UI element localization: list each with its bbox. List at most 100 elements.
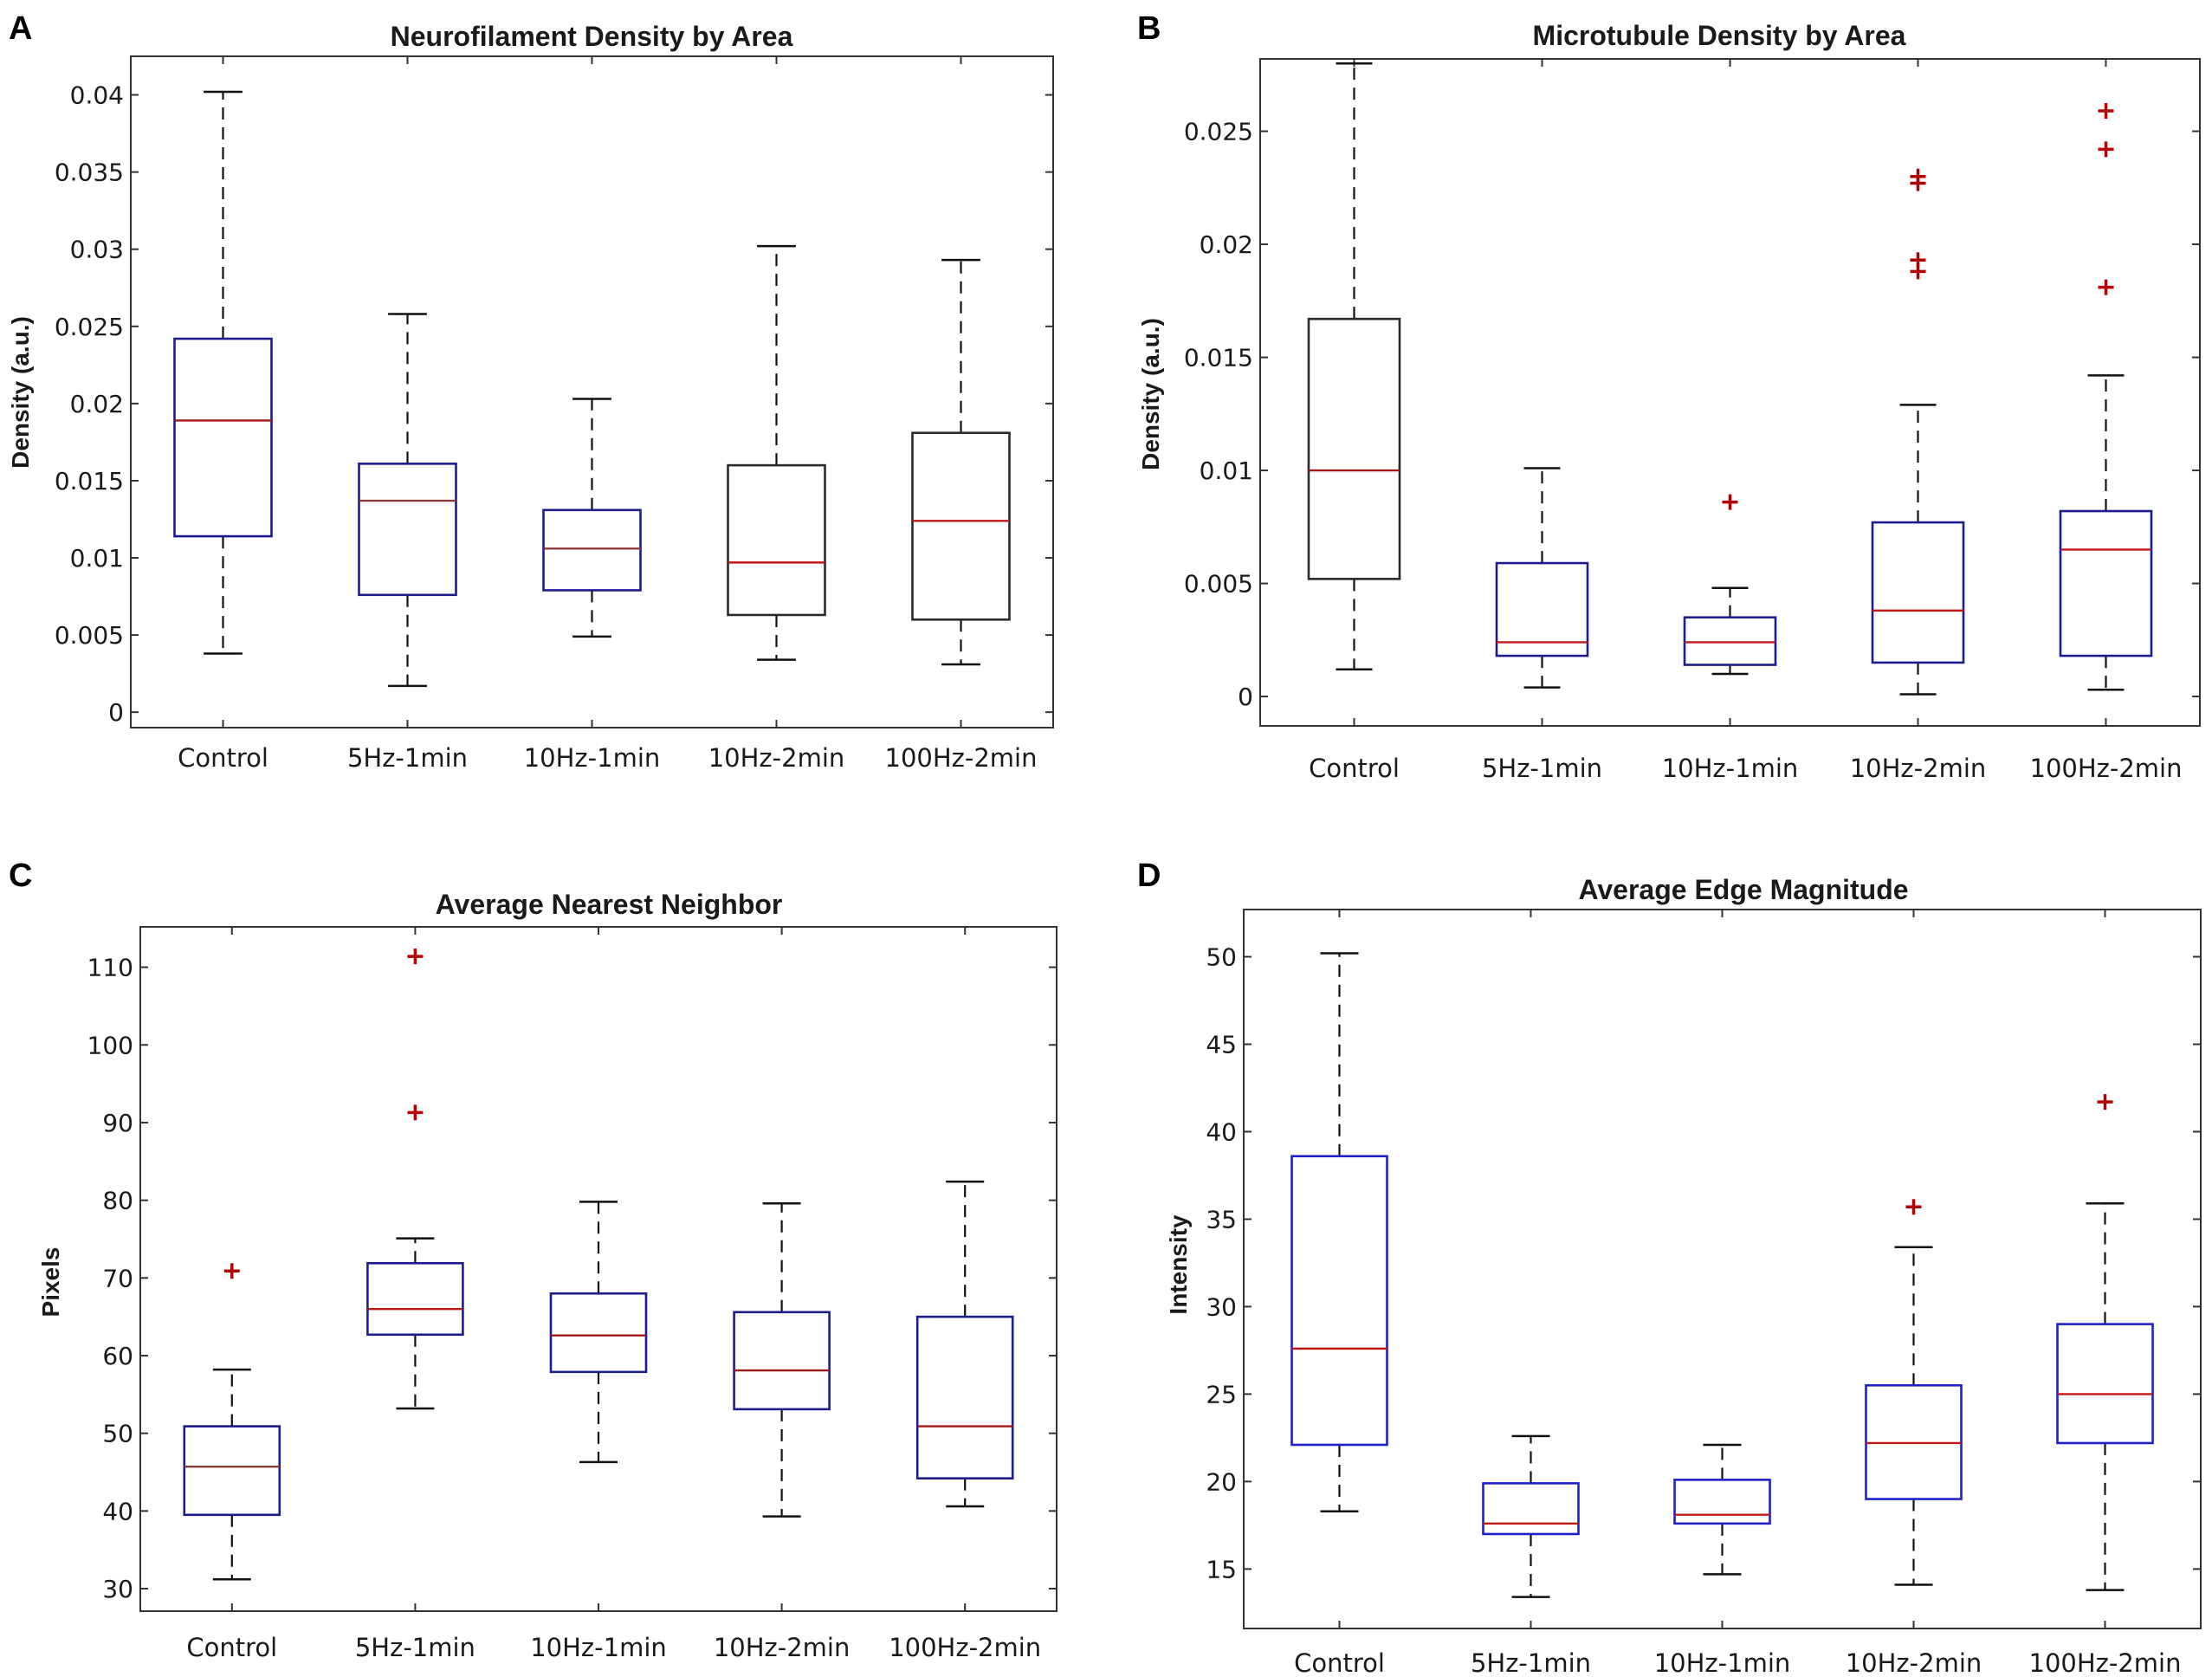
y-tick-label: 0.005 [1184, 570, 1253, 599]
box-10hz-2min [1865, 1199, 1963, 1586]
y-tick-label: 70 [102, 1264, 133, 1292]
y-axis-label: Pixels [37, 1247, 64, 1318]
iqr-box [1683, 616, 1777, 666]
y-tick-label: 40 [1206, 1117, 1237, 1146]
y-tick-label: 0.03 [70, 236, 124, 264]
iqr-box [1673, 1479, 1771, 1525]
x-category-label: 10Hz-2min [1850, 754, 1987, 783]
y-axis-label: Density (a.u.) [7, 316, 34, 469]
box-control [1307, 62, 1401, 670]
x-category-label: 10Hz-1min [1654, 1648, 1791, 1677]
outlier-marker [1722, 494, 1738, 510]
outlier-marker [2098, 141, 2114, 158]
x-category-label: Control [186, 1633, 277, 1662]
x-category-label: 100Hz-2min [2029, 1648, 2182, 1677]
panel-c: C Average Nearest Neighbor Pixels 30 40 50 60 7… [9, 858, 1057, 1662]
box-10hz-1min [1683, 494, 1777, 676]
x-category-label: 100Hz-2min [885, 743, 1038, 773]
y-tick-label: 50 [1206, 943, 1237, 972]
y-tick-label: 0.04 [70, 81, 124, 110]
outlier-marker [2097, 1094, 2113, 1110]
y-tick-label: 0.035 [55, 159, 124, 187]
chart-title: Neurofilament Density by Area [391, 21, 793, 52]
iqr-box [1290, 1155, 1388, 1447]
iqr-box [1482, 1482, 1580, 1536]
y-tick-label: 80 [102, 1187, 133, 1215]
iqr-box [911, 431, 1011, 621]
iqr-box [542, 508, 642, 592]
x-category-label: 5Hz-1min [355, 1633, 475, 1662]
box-5hz-1min [1482, 1434, 1580, 1598]
x-category-label: 10Hz-1min [524, 743, 661, 773]
x-category-label: 10Hz-2min [708, 743, 845, 773]
outlier-marker [1905, 1199, 1922, 1215]
iqr-box [183, 1425, 281, 1517]
chart-title: Average Nearest Neighbor [436, 889, 783, 920]
y-tick-label: 60 [102, 1342, 133, 1370]
y-tick-label: 25 [1206, 1380, 1237, 1408]
iqr-box [173, 337, 273, 538]
iqr-box [2059, 509, 2153, 657]
y-tick-label: 35 [1206, 1205, 1237, 1233]
box-100hz-2min [2056, 1094, 2154, 1591]
y-tick-label: 0.025 [55, 313, 124, 341]
panel-letter: A [9, 10, 32, 47]
panel-a: A Neurofilament Density by Area Density (a… [7, 10, 1054, 773]
box-100hz-2min [915, 1180, 1014, 1508]
iqr-box [358, 463, 457, 597]
box-10hz-2min [733, 1201, 831, 1518]
panel-b: B Microtubule Density by Area Density (a.u… [1137, 10, 2201, 783]
panel-letter: D [1137, 858, 1161, 894]
y-tick-label: 0.01 [70, 544, 124, 573]
x-category-label: 100Hz-2min [889, 1633, 1041, 1662]
y-tick-label: 0.025 [1184, 118, 1253, 146]
x-category-label: 10Hz-2min [1846, 1648, 1982, 1677]
box-control [183, 1263, 281, 1581]
outlier-marker [407, 1104, 424, 1121]
x-category-label: 5Hz-1min [347, 743, 468, 773]
y-tick-label: 0.015 [1184, 344, 1253, 372]
box-10hz-1min [1673, 1443, 1771, 1576]
y-tick-label: 30 [1206, 1292, 1237, 1321]
panel-letter: C [9, 858, 32, 894]
iqr-box [915, 1315, 1014, 1480]
iqr-box [1307, 317, 1401, 580]
box-10hz-1min [549, 1201, 648, 1464]
chart-title: Microtubule Density by Area [1533, 20, 1906, 51]
y-tick-label: 20 [1206, 1467, 1237, 1496]
x-category-label: 10Hz-1min [530, 1633, 667, 1662]
y-tick-label: 0.02 [70, 390, 124, 418]
y-tick-label: 0.005 [55, 621, 124, 650]
box-control [1290, 952, 1388, 1512]
x-category-label: 5Hz-1min [1471, 1648, 1591, 1677]
y-tick-label: 90 [102, 1109, 133, 1137]
outlier-marker [407, 949, 424, 965]
panel-d: D Average Edge Magnitude Intensity 15 20 25 30… [1137, 858, 2202, 1677]
box-5hz-1min [358, 313, 457, 688]
y-tick-label: 110 [87, 954, 133, 982]
x-category-label: Control [178, 743, 268, 773]
outlier-marker [1910, 252, 1926, 269]
y-tick-label: 30 [102, 1575, 133, 1603]
y-tick-label: 0 [108, 698, 124, 727]
box-10hz-1min [542, 398, 642, 638]
outlier-marker [1910, 168, 1926, 185]
x-category-label: 100Hz-2min [2030, 754, 2183, 783]
x-category-label: Control [1294, 1648, 1385, 1677]
outlier-marker [2098, 103, 2114, 120]
y-tick-label: 0 [1238, 683, 1253, 711]
y-tick-label: 40 [102, 1497, 133, 1525]
y-tick-label: 50 [102, 1420, 133, 1448]
x-category-label: 5Hz-1min [1482, 754, 1602, 783]
panel-letter: B [1137, 10, 1161, 47]
box-100hz-2min [911, 258, 1011, 666]
y-axis-label: Intensity [1165, 1214, 1192, 1315]
iqr-box [733, 1311, 831, 1411]
iqr-box [1495, 561, 1589, 657]
iqr-box [549, 1292, 648, 1374]
iqr-box [1871, 521, 1965, 664]
iqr-box [366, 1261, 464, 1337]
box-5hz-1min [1495, 467, 1589, 689]
x-category-label: 10Hz-1min [1662, 754, 1799, 783]
